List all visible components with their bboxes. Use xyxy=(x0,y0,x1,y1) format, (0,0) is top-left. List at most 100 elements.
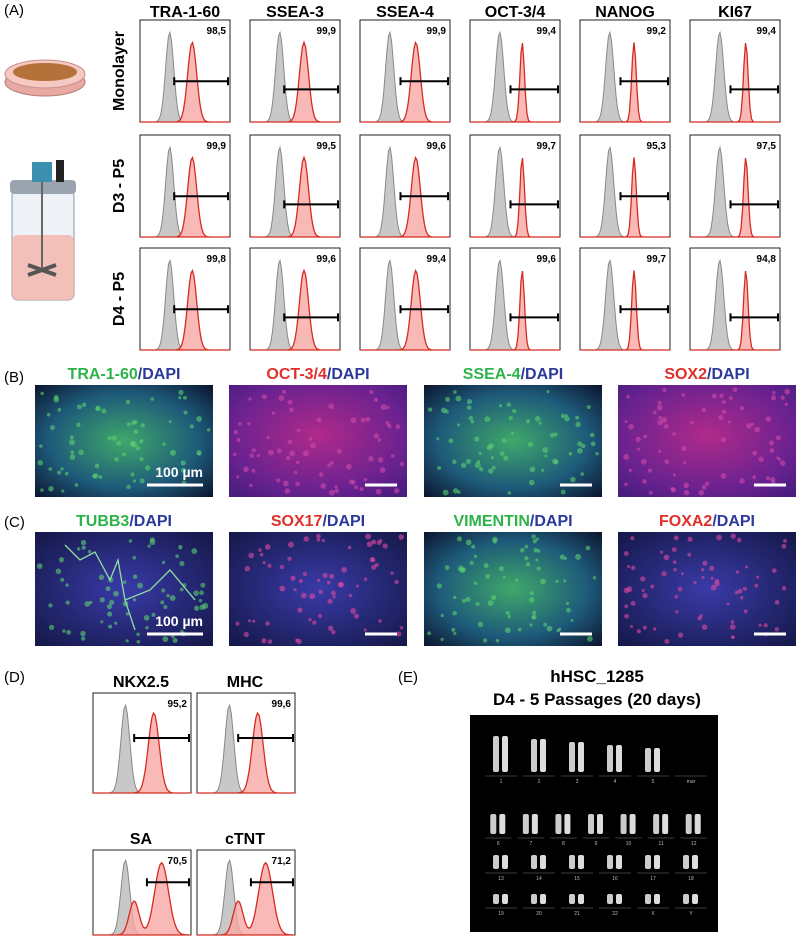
counterstain-name: /DAPI xyxy=(327,366,370,383)
cell-dot xyxy=(650,584,655,589)
cell-dot xyxy=(48,486,54,492)
chromosome xyxy=(654,855,660,869)
cell-dot xyxy=(734,590,739,595)
chromosome xyxy=(502,736,508,772)
percent-label: 99,9 xyxy=(427,26,447,37)
cell-dot xyxy=(437,465,442,470)
cell-dot xyxy=(48,603,53,608)
cell-dot xyxy=(701,575,705,579)
scale-bar-label: 100 µm xyxy=(155,464,203,480)
cell-dot xyxy=(453,390,457,394)
cell-dot xyxy=(427,631,432,636)
cell-dot xyxy=(334,488,340,494)
cell-dot xyxy=(781,543,787,549)
histogram-frame xyxy=(359,247,451,351)
cell-dot xyxy=(80,539,87,546)
cell-dot xyxy=(453,595,457,600)
cell-dot xyxy=(125,612,130,616)
cell-dot xyxy=(347,545,352,550)
cell-dot xyxy=(581,443,586,449)
chromosome xyxy=(531,739,537,772)
cell-dot xyxy=(66,629,72,635)
cell-dot xyxy=(564,414,568,418)
cell-dot xyxy=(350,608,357,614)
cell-dot xyxy=(470,419,475,424)
chromosome-label: 9 xyxy=(595,841,598,847)
stain-peak xyxy=(470,43,560,123)
cell-dot xyxy=(559,554,565,560)
percent-label: 71,2 xyxy=(272,856,292,867)
stain-peak xyxy=(580,42,670,123)
cell-dot xyxy=(48,624,55,630)
cell-dot xyxy=(162,442,166,446)
cell-dot xyxy=(316,578,321,582)
cell-dot xyxy=(178,396,182,400)
cell-dot xyxy=(57,408,62,412)
cell-dot xyxy=(166,593,170,598)
cell-dot xyxy=(775,435,782,441)
cell-dot xyxy=(648,490,653,495)
cell-dot xyxy=(754,426,761,433)
cell-dot xyxy=(327,463,332,468)
cell-dot xyxy=(758,623,762,627)
chromosome-label: 13 xyxy=(498,876,504,882)
cell-dot xyxy=(623,454,630,460)
cell-dot xyxy=(69,435,74,440)
panel-label: (A) xyxy=(4,2,24,19)
cell-dot xyxy=(296,428,301,433)
cell-dot xyxy=(729,624,736,630)
percent-label: 98,5 xyxy=(207,26,227,37)
cell-dot xyxy=(376,540,382,546)
histogram-frame xyxy=(469,19,561,123)
cell-dot xyxy=(626,394,630,399)
cell-dot xyxy=(671,547,677,553)
cell-dot xyxy=(149,539,156,546)
cell-dot xyxy=(279,585,286,592)
panel-label: (C) xyxy=(4,514,25,531)
cell-dot xyxy=(287,399,293,405)
cell-dot xyxy=(683,482,689,489)
cell-dot xyxy=(288,407,294,413)
percent-label: 99,9 xyxy=(317,26,337,37)
cell-dot xyxy=(107,436,112,441)
cell-dot xyxy=(727,420,731,424)
cell-dot xyxy=(628,468,632,472)
cell-dot xyxy=(355,584,359,588)
cell-dot xyxy=(60,577,65,582)
cell-dot xyxy=(232,452,237,457)
cell-dot xyxy=(132,479,137,483)
cell-dot xyxy=(99,597,105,603)
cell-dot xyxy=(287,439,293,445)
cell-dot xyxy=(130,440,136,446)
cell-dot xyxy=(327,599,333,605)
cell-dot xyxy=(763,623,768,628)
karyotype-title: hHSC_1285 xyxy=(550,667,644,686)
cell-dot xyxy=(61,489,65,493)
chromosome xyxy=(616,894,622,904)
cell-dot xyxy=(672,473,676,477)
cell-dot xyxy=(179,587,184,592)
cell-dot xyxy=(436,437,440,441)
chromosome xyxy=(654,748,660,772)
cell-dot xyxy=(504,627,511,634)
cell-dot xyxy=(465,459,472,465)
cell-dot xyxy=(363,477,368,482)
chromosome xyxy=(620,814,627,834)
cell-dot xyxy=(466,399,473,405)
cell-dot xyxy=(672,560,677,565)
cell-dot xyxy=(84,601,91,607)
cell-dot xyxy=(394,579,399,585)
cell-dot xyxy=(298,579,303,584)
cell-dot xyxy=(488,468,494,474)
cell-dot xyxy=(525,562,531,567)
cell-dot xyxy=(536,549,541,553)
chromosome xyxy=(654,894,660,904)
cell-dot xyxy=(278,395,285,401)
panel-label: (E) xyxy=(398,669,418,686)
cell-dot xyxy=(698,489,705,496)
cell-dot xyxy=(529,591,534,596)
chromosome-label: 21 xyxy=(574,911,580,917)
cell-dot xyxy=(542,447,549,454)
column-header: SSEA-3 xyxy=(266,4,324,21)
cell-dot xyxy=(701,485,707,490)
